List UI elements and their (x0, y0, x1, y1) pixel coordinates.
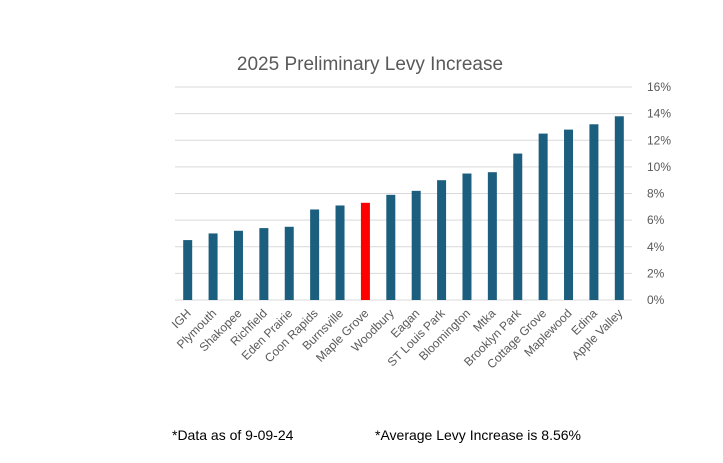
y-tick-label: 6% (647, 213, 665, 227)
bar (513, 153, 523, 300)
y-tick-label: 2% (647, 266, 665, 280)
bar (310, 209, 320, 300)
y-tick-label: 0% (647, 293, 665, 307)
bar (259, 228, 269, 300)
bar (233, 230, 243, 300)
y-tick-label: 4% (647, 240, 665, 254)
y-tick-label: 14% (647, 107, 671, 121)
y-tick-label: 8% (647, 187, 665, 201)
y-tick-label: 16% (647, 80, 671, 94)
bar (487, 172, 497, 300)
bar (462, 173, 472, 300)
bar (183, 240, 193, 300)
bar (437, 180, 447, 300)
bar (564, 129, 574, 300)
chart-title: 2025 Preliminary Levy Increase (237, 54, 503, 75)
bar (386, 194, 396, 300)
bar (208, 233, 218, 300)
bar (614, 116, 624, 300)
y-tick-label: 12% (647, 133, 671, 147)
bar (411, 190, 421, 300)
bar (335, 205, 345, 300)
bar (538, 133, 548, 300)
bar (360, 202, 370, 300)
bar (284, 226, 294, 300)
footnote: *Average Levy Increase is 8.56% (375, 427, 581, 443)
bar (589, 124, 599, 301)
footnote: *Data as of 9-09-24 (172, 427, 294, 443)
y-tick-label: 10% (647, 160, 671, 174)
